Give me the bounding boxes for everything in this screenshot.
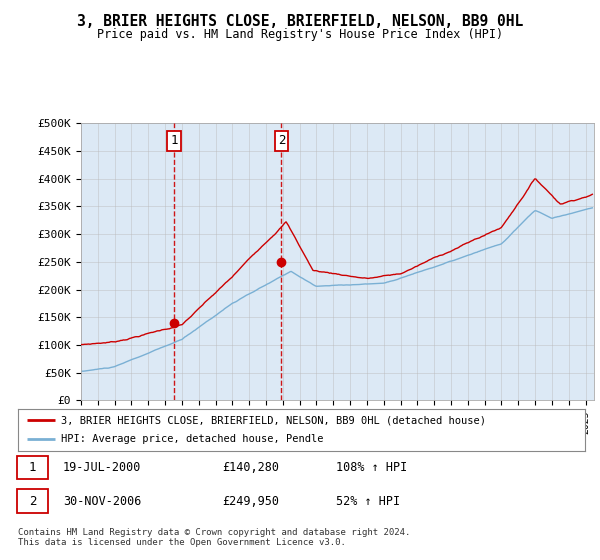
Text: HPI: Average price, detached house, Pendle: HPI: Average price, detached house, Pend… [61,435,323,445]
Text: 1: 1 [170,134,178,147]
Text: 3, BRIER HEIGHTS CLOSE, BRIERFIELD, NELSON, BB9 0HL: 3, BRIER HEIGHTS CLOSE, BRIERFIELD, NELS… [77,14,523,29]
Text: 108% ↑ HPI: 108% ↑ HPI [336,461,407,474]
Text: 52% ↑ HPI: 52% ↑ HPI [336,494,400,508]
Text: £249,950: £249,950 [222,494,279,508]
Text: £140,280: £140,280 [222,461,279,474]
Text: 19-JUL-2000: 19-JUL-2000 [63,461,142,474]
Text: 2: 2 [29,494,36,508]
Text: Contains HM Land Registry data © Crown copyright and database right 2024.
This d: Contains HM Land Registry data © Crown c… [18,528,410,547]
Text: 2: 2 [278,134,285,147]
Text: 1: 1 [29,461,36,474]
Text: 30-NOV-2006: 30-NOV-2006 [63,494,142,508]
Text: Price paid vs. HM Land Registry's House Price Index (HPI): Price paid vs. HM Land Registry's House … [97,28,503,41]
Text: 3, BRIER HEIGHTS CLOSE, BRIERFIELD, NELSON, BB9 0HL (detached house): 3, BRIER HEIGHTS CLOSE, BRIERFIELD, NELS… [61,415,485,425]
